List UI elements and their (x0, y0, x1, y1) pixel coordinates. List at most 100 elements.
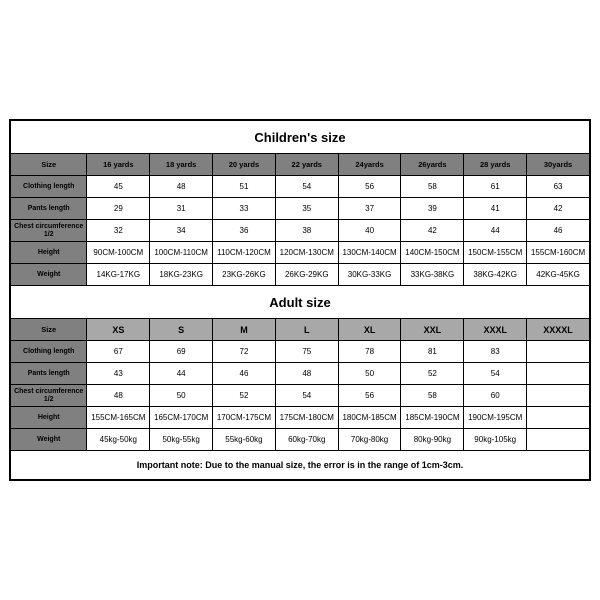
row-label: Clothing length (11, 176, 87, 198)
children-title: Children's size (11, 121, 590, 154)
cell: 33 (213, 198, 276, 220)
cell: 46 (527, 220, 590, 242)
col-header: 24yards (338, 154, 401, 176)
cell (527, 407, 590, 429)
cell: 43 (87, 363, 150, 385)
table-row: Weight 45kg-50kg 50kg-55kg 55kg-60kg 60k… (11, 429, 590, 451)
col-header: XXXXL (527, 319, 590, 341)
cell: 30KG-33KG (338, 264, 401, 286)
cell: 130CM-140CM (338, 242, 401, 264)
cell: 35 (275, 198, 338, 220)
cell: 60kg-70kg (275, 429, 338, 451)
table-row: Clothing length 67 69 72 75 78 81 83 (11, 341, 590, 363)
col-header: 22 yards (275, 154, 338, 176)
col-header: XXXL (464, 319, 527, 341)
cell: 54 (464, 363, 527, 385)
cell: 38 (275, 220, 338, 242)
col-header: 18 yards (150, 154, 213, 176)
cell: 44 (150, 363, 213, 385)
cell: 50 (150, 385, 213, 407)
col-header: 20 yards (213, 154, 276, 176)
col-header: Size (11, 319, 87, 341)
col-header: XXL (401, 319, 464, 341)
cell: 150CM-155CM (464, 242, 527, 264)
adult-title: Adult size (11, 286, 590, 319)
row-label: Weight (11, 264, 87, 286)
cell (527, 363, 590, 385)
cell: 34 (150, 220, 213, 242)
cell: 33KG-38KG (401, 264, 464, 286)
cell: 18KG-23KG (150, 264, 213, 286)
cell: 90CM-100CM (87, 242, 150, 264)
cell: 52 (401, 363, 464, 385)
cell: 50kg-55kg (150, 429, 213, 451)
size-table: Children's size Size 16 yards 18 yards 2… (10, 120, 590, 480)
cell: 170CM-175CM (213, 407, 276, 429)
table-row: Height 155CM-165CM 165CM-170CM 170CM-175… (11, 407, 590, 429)
cell: 165CM-170CM (150, 407, 213, 429)
row-label: Pants length (11, 198, 87, 220)
cell: 26KG-29KG (275, 264, 338, 286)
cell: 175CM-180CM (275, 407, 338, 429)
cell: 42 (401, 220, 464, 242)
col-header: XL (338, 319, 401, 341)
col-header: 26yards (401, 154, 464, 176)
cell: 37 (338, 198, 401, 220)
cell: 58 (401, 176, 464, 198)
cell: 110CM-120CM (213, 242, 276, 264)
col-header: XS (87, 319, 150, 341)
cell: 48 (275, 363, 338, 385)
col-header: 28 yards (464, 154, 527, 176)
col-header: 16 yards (87, 154, 150, 176)
cell: 180CM-185CM (338, 407, 401, 429)
cell: 54 (275, 385, 338, 407)
col-header: 30yards (527, 154, 590, 176)
row-label: Height (11, 407, 87, 429)
cell: 36 (213, 220, 276, 242)
cell: 78 (338, 341, 401, 363)
cell: 58 (401, 385, 464, 407)
cell (527, 429, 590, 451)
table-row: Pants length 29 31 33 35 37 39 41 42 (11, 198, 590, 220)
cell: 23KG-26KG (213, 264, 276, 286)
cell: 190CM-195CM (464, 407, 527, 429)
col-header: L (275, 319, 338, 341)
cell: 56 (338, 176, 401, 198)
cell: 32 (87, 220, 150, 242)
cell: 31 (150, 198, 213, 220)
cell: 80kg-90kg (401, 429, 464, 451)
cell: 61 (464, 176, 527, 198)
size-chart-container: Children's size Size 16 yards 18 yards 2… (9, 119, 591, 481)
cell: 42KG-45KG (527, 264, 590, 286)
row-label: Chest circumference 1/2 (11, 385, 87, 407)
cell: 70kg-80kg (338, 429, 401, 451)
row-label: Pants length (11, 363, 87, 385)
cell: 41 (464, 198, 527, 220)
cell: 55kg-60kg (213, 429, 276, 451)
cell: 14KG-17KG (87, 264, 150, 286)
cell: 155CM-160CM (527, 242, 590, 264)
cell (527, 341, 590, 363)
cell: 38KG-42KG (464, 264, 527, 286)
col-header: S (150, 319, 213, 341)
cell: 52 (213, 385, 276, 407)
row-label: Weight (11, 429, 87, 451)
row-label: Height (11, 242, 87, 264)
table-row: Chest circumference 1/2 32 34 36 38 40 4… (11, 220, 590, 242)
cell: 54 (275, 176, 338, 198)
col-header: M (213, 319, 276, 341)
adult-header-row: Size XS S M L XL XXL XXXL XXXXL (11, 319, 590, 341)
cell: 155CM-165CM (87, 407, 150, 429)
cell: 63 (527, 176, 590, 198)
cell: 45kg-50kg (87, 429, 150, 451)
table-row: Height 90CM-100CM 100CM-110CM 110CM-120C… (11, 242, 590, 264)
cell: 185CM-190CM (401, 407, 464, 429)
row-label: Clothing length (11, 341, 87, 363)
cell: 69 (150, 341, 213, 363)
cell: 72 (213, 341, 276, 363)
cell: 29 (87, 198, 150, 220)
cell: 42 (527, 198, 590, 220)
cell: 48 (87, 385, 150, 407)
cell: 51 (213, 176, 276, 198)
cell: 40 (338, 220, 401, 242)
